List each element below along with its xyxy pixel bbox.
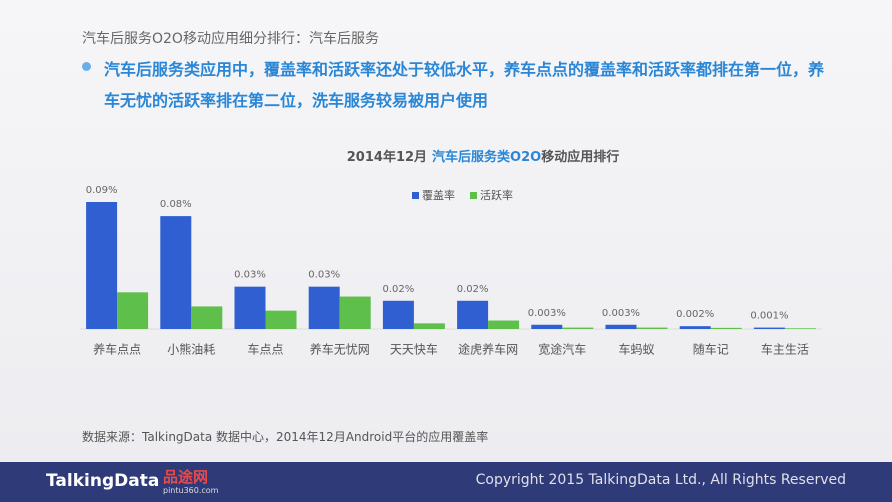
legend-swatch (412, 192, 419, 199)
bar (562, 327, 594, 329)
bar (191, 306, 223, 329)
bar (265, 310, 297, 329)
x-tick-label: 养车点点 (93, 342, 141, 357)
x-tick-label: 养车无忧网 (310, 342, 370, 357)
bar (679, 326, 711, 329)
data-label: 0.08% (160, 199, 192, 210)
x-tick-label: 车蚂蚁 (618, 342, 654, 357)
bar (784, 328, 816, 329)
legend-swatch (470, 192, 477, 199)
title-highlight: 汽车后服务类O2O (432, 149, 541, 165)
bar (86, 202, 118, 329)
bar (753, 327, 785, 329)
bar (457, 300, 489, 329)
brand-logo: TalkingData (46, 471, 160, 491)
x-tick-label: 途虎养车网 (458, 342, 518, 357)
chart: 2014年12月 汽车后服务类O2O移动应用排行 养车点点 0.09% 小熊油耗 0.0… (80, 149, 822, 357)
source-note: 数据来源：TalkingData 数据中心，2014年12月Android平台的… (82, 430, 489, 444)
title-part: 2014年12月 (347, 149, 427, 165)
data-label: 0.09% (86, 185, 118, 196)
title-part: 移动应用排行 (541, 149, 619, 165)
legend-label: 覆盖率 (422, 188, 455, 202)
data-label: 0.003% (528, 308, 566, 319)
bar (117, 292, 149, 329)
bar (234, 286, 266, 329)
x-tick-label: 小熊油耗 (167, 342, 215, 357)
data-label: 0.002% (676, 309, 714, 320)
slide-title: 汽车后服务O2O移动应用细分排行：汽车后服务 (82, 31, 379, 47)
bullet-dot (82, 62, 91, 71)
bar (382, 300, 414, 329)
x-tick-label: 车主生活 (761, 342, 809, 357)
bar (605, 324, 637, 329)
bar (160, 216, 192, 329)
data-label: 0.02% (383, 284, 415, 295)
data-label: 0.03% (308, 270, 340, 281)
bar (636, 327, 668, 329)
copyright: Copyright 2015 TalkingData Ltd., All Rig… (475, 472, 846, 488)
bullet-text: 汽车后服务类应用中，覆盖率和活跃率还处于较低水平，养车点点的覆盖率和活跃率都排在… (104, 60, 825, 110)
data-label: 0.03% (234, 270, 266, 281)
partner-url: pintu360.com (163, 486, 219, 495)
data-label: 0.001% (750, 311, 788, 322)
bar (413, 323, 445, 329)
bar (308, 286, 340, 329)
chart-title: 2014年12月 汽车后服务类O2O移动应用排行 (347, 149, 619, 165)
bar (710, 327, 742, 329)
x-tick-label: 车点点 (247, 342, 283, 357)
footer: TalkingData 品途网 pintu360.com Copyright 2… (0, 462, 892, 502)
bar (339, 296, 371, 329)
legend-label: 活跃率 (480, 188, 513, 202)
bar (531, 324, 563, 329)
bar (488, 320, 520, 329)
x-tick-label: 宽途汽车 (538, 342, 586, 357)
x-tick-label: 随车记 (693, 342, 729, 357)
partner-logo: 品途网 (163, 468, 209, 486)
data-label: 0.003% (602, 308, 640, 319)
x-tick-label: 天天快车 (390, 342, 438, 357)
data-label: 0.02% (457, 284, 489, 295)
